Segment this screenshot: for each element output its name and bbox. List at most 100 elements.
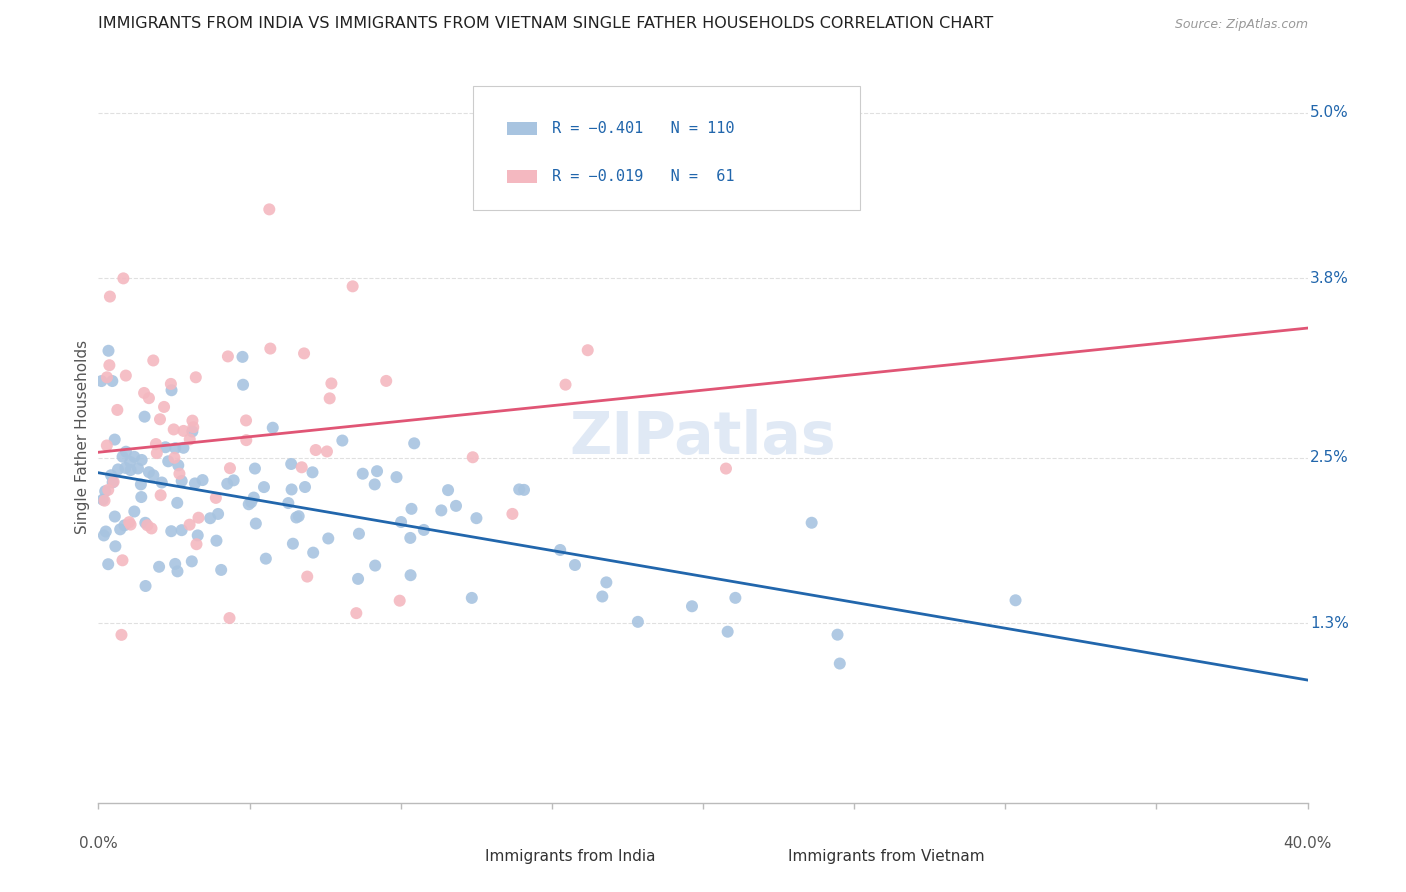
Point bbox=[110, 628, 132, 642]
Point bbox=[217, 476, 239, 491]
Point bbox=[548, 543, 571, 558]
FancyBboxPatch shape bbox=[474, 86, 860, 211]
Point bbox=[437, 483, 460, 497]
Point bbox=[465, 511, 488, 525]
Point bbox=[364, 558, 387, 573]
FancyBboxPatch shape bbox=[508, 122, 537, 135]
Point bbox=[291, 460, 314, 475]
Point bbox=[200, 511, 222, 525]
Point bbox=[148, 559, 170, 574]
Point bbox=[294, 480, 316, 494]
Point bbox=[235, 433, 257, 447]
Point bbox=[554, 377, 576, 392]
Point bbox=[461, 450, 484, 465]
Point bbox=[231, 350, 253, 364]
Point bbox=[364, 477, 387, 491]
Text: ZIPatlas: ZIPatlas bbox=[569, 409, 837, 466]
FancyBboxPatch shape bbox=[443, 847, 477, 867]
Point bbox=[165, 441, 187, 455]
Point bbox=[94, 524, 117, 539]
Point bbox=[209, 563, 232, 577]
Point bbox=[316, 444, 339, 458]
Point bbox=[412, 523, 434, 537]
Point bbox=[218, 611, 240, 625]
Point bbox=[157, 454, 180, 468]
Point bbox=[167, 458, 190, 473]
Text: R = −0.019   N =  61: R = −0.019 N = 61 bbox=[551, 169, 734, 184]
Point bbox=[388, 593, 411, 607]
Point bbox=[166, 565, 188, 579]
Point bbox=[347, 526, 370, 541]
Point bbox=[165, 557, 187, 571]
Point bbox=[724, 591, 747, 605]
Point bbox=[1004, 593, 1026, 607]
Point bbox=[191, 473, 214, 487]
Point bbox=[104, 509, 127, 524]
Point bbox=[254, 551, 277, 566]
Point bbox=[153, 400, 176, 414]
Point bbox=[97, 483, 120, 497]
Point bbox=[281, 537, 304, 551]
Point bbox=[138, 465, 160, 479]
Point bbox=[131, 453, 153, 467]
Point bbox=[129, 477, 152, 491]
Point bbox=[240, 495, 263, 509]
Text: Source: ZipAtlas.com: Source: ZipAtlas.com bbox=[1174, 18, 1308, 31]
Point bbox=[576, 343, 599, 358]
Point bbox=[114, 461, 136, 475]
Point bbox=[142, 353, 165, 368]
Point bbox=[301, 466, 323, 480]
Point bbox=[513, 483, 536, 497]
Point bbox=[235, 413, 257, 427]
Point bbox=[96, 370, 118, 384]
Point bbox=[104, 539, 127, 553]
Point bbox=[93, 493, 115, 508]
Point bbox=[181, 414, 204, 428]
Point bbox=[681, 599, 703, 614]
Point bbox=[145, 437, 167, 451]
Point bbox=[150, 475, 173, 490]
Point bbox=[186, 537, 208, 551]
Point bbox=[103, 475, 125, 489]
Point bbox=[305, 443, 328, 458]
Point bbox=[107, 462, 129, 476]
Point bbox=[280, 483, 302, 497]
Point bbox=[285, 510, 308, 524]
Point bbox=[827, 628, 849, 642]
Point bbox=[399, 568, 422, 582]
Point bbox=[242, 491, 264, 505]
Point bbox=[134, 409, 156, 424]
Text: 3.8%: 3.8% bbox=[1310, 271, 1348, 285]
Point bbox=[292, 346, 315, 360]
Point bbox=[181, 425, 204, 439]
Point bbox=[184, 476, 207, 491]
Point bbox=[385, 470, 408, 484]
Point bbox=[114, 518, 136, 533]
Point bbox=[187, 528, 209, 542]
Point bbox=[97, 343, 120, 358]
Point bbox=[108, 522, 131, 536]
Text: 1.3%: 1.3% bbox=[1310, 615, 1348, 631]
Point bbox=[96, 438, 118, 452]
Point bbox=[243, 461, 266, 475]
Text: R = −0.401   N = 110: R = −0.401 N = 110 bbox=[551, 121, 734, 136]
Point bbox=[115, 444, 138, 458]
Point bbox=[287, 509, 309, 524]
Point bbox=[132, 386, 155, 401]
Point bbox=[179, 517, 201, 532]
Point bbox=[259, 342, 281, 356]
Point bbox=[118, 515, 141, 529]
Point bbox=[114, 368, 136, 383]
Point bbox=[124, 504, 146, 518]
Point bbox=[302, 546, 325, 560]
Point bbox=[564, 558, 586, 572]
Point bbox=[135, 579, 157, 593]
Point bbox=[141, 521, 163, 535]
Point bbox=[129, 490, 152, 504]
Point bbox=[100, 468, 122, 483]
Point bbox=[172, 441, 194, 455]
Point bbox=[163, 450, 186, 465]
Point bbox=[800, 516, 823, 530]
Point bbox=[444, 499, 467, 513]
Point bbox=[262, 421, 284, 435]
